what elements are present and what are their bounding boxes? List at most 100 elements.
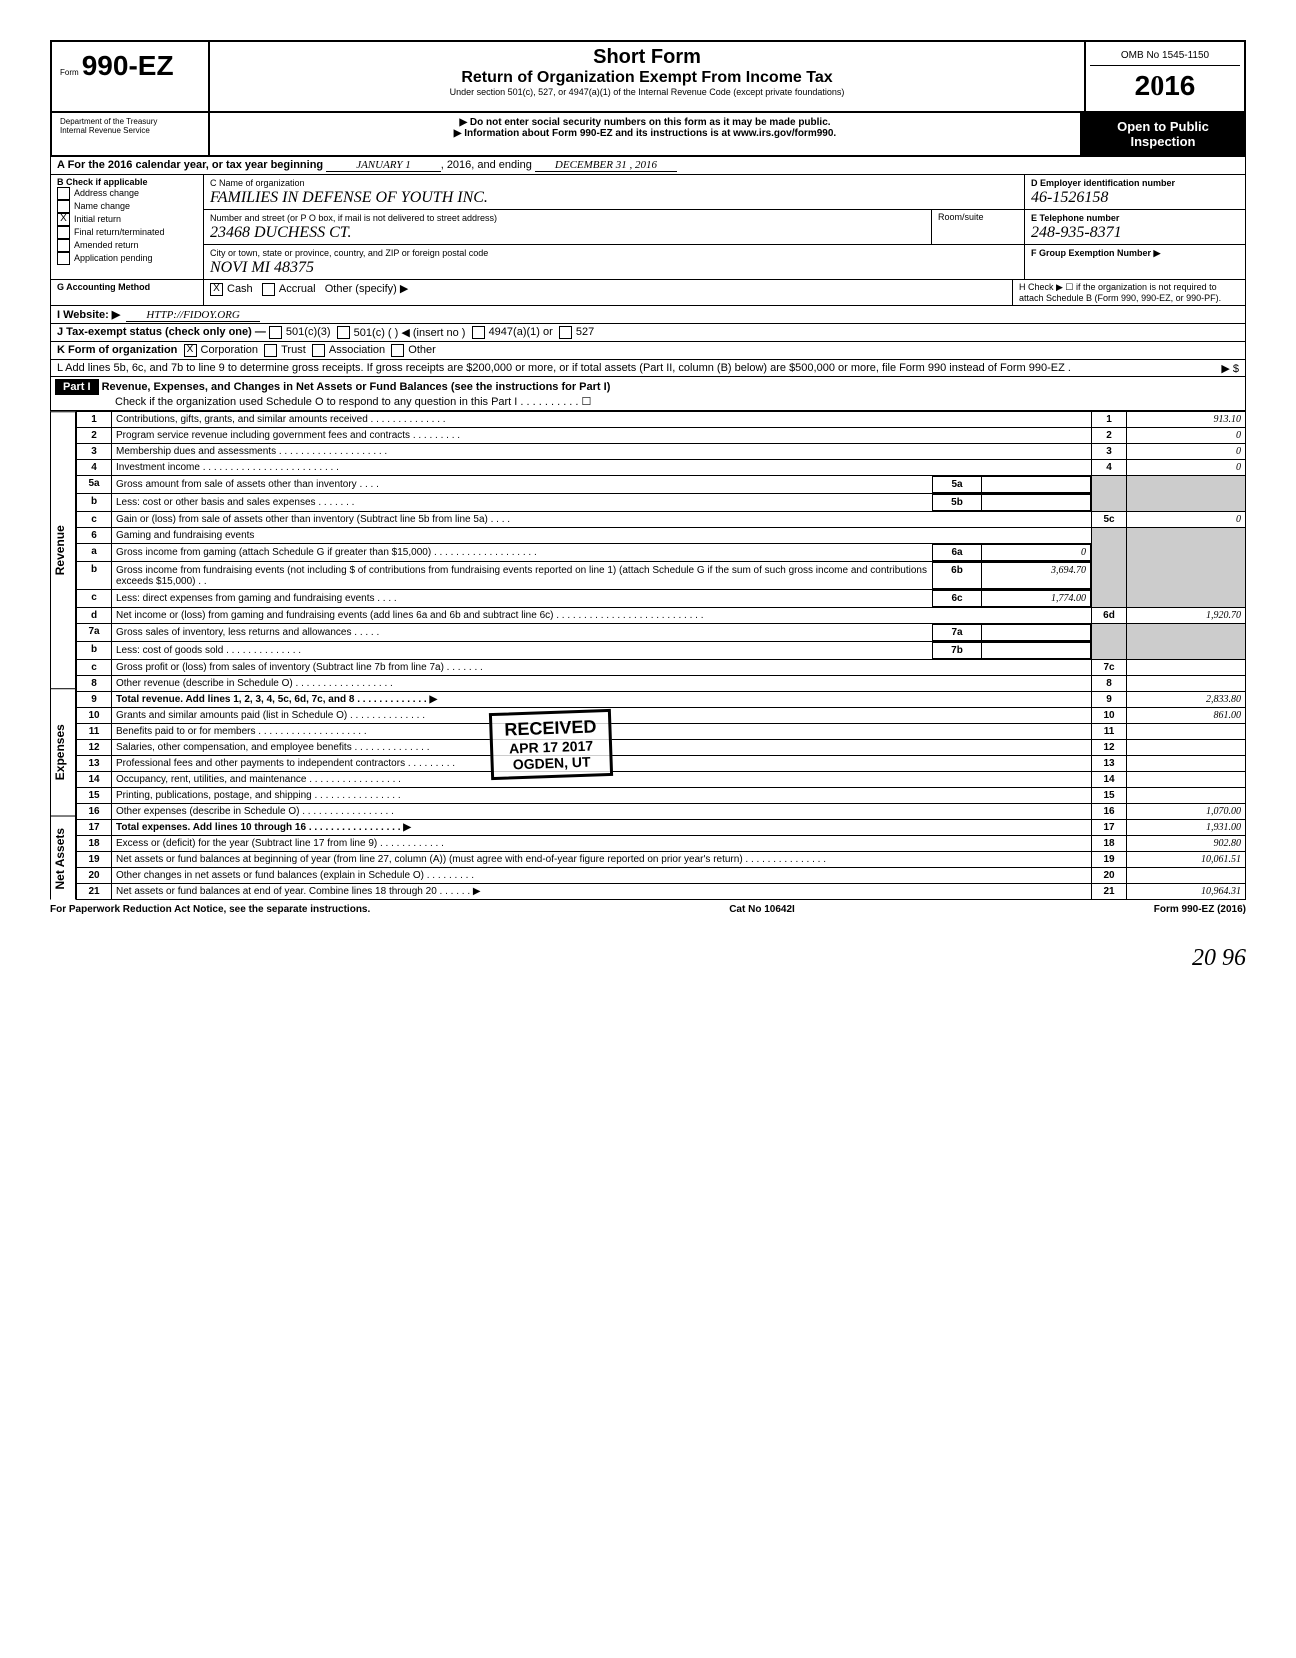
l7a-n: 7a [77,624,112,642]
k-opt-0: Corporation [201,344,258,357]
l7a-mamt [982,625,1091,641]
l7b-n: b [77,642,112,660]
l6a-n: a [77,544,112,562]
l21-box: 21 [1092,884,1127,900]
cb-other[interactable] [391,344,404,357]
l17-box: 17 [1092,820,1127,836]
l18-d: Excess or (deficit) for the year (Subtra… [112,836,1092,852]
cb-address[interactable] [57,187,70,200]
short-form: Short Form [218,46,1076,69]
l20-box: 20 [1092,868,1127,884]
part1-title: Revenue, Expenses, and Changes in Net As… [102,381,611,393]
section-b: B Check if applicable Address change Nam… [51,175,204,279]
l5c-box: 5c [1092,512,1127,528]
cb-assoc[interactable] [312,344,325,357]
subtitle: Under section 501(c), 527, or 4947(a)(1)… [218,87,1076,97]
vert-revenue: Revenue [50,411,76,688]
l17-n: 17 [77,820,112,836]
cb-501c3[interactable] [269,326,282,339]
i-label: I Website: ▶ [57,309,120,321]
row-i: I Website: ▶ HTTP://FIDOY.ORG [50,306,1246,324]
cb-trust[interactable] [264,344,277,357]
e-value: 248-935-8371 [1031,224,1122,241]
l6b-mbox: 6b [933,563,982,589]
cb-final[interactable] [57,226,70,239]
l11-n: 11 [77,724,112,740]
l5a-n: 5a [77,476,112,494]
bottom-note: 20 96 [50,945,1246,972]
l5b-mamt [982,495,1091,511]
l19-amt: 10,061.51 [1127,852,1246,868]
l3-d: Membership dues and assessments . . . . … [112,444,1092,460]
l5a-d: Gross amount from sale of assets other t… [112,477,933,493]
section-def: D Employer identification number 46-1526… [1024,175,1245,279]
cb-501c[interactable] [337,326,350,339]
k-label: K Form of organization [57,344,177,357]
l6-shade [1092,528,1127,608]
line-a-mid: , 2016, and ending [441,159,532,172]
d-value: 46-1526158 [1031,189,1108,206]
l16-box: 16 [1092,804,1127,820]
l6d-box: 6d [1092,608,1127,624]
part1-check: Check if the organization used Schedule … [55,396,591,408]
l6-n: 6 [77,528,112,544]
cb-accrual[interactable] [262,283,275,296]
l7c-n: c [77,660,112,676]
cb-pending[interactable] [57,252,70,265]
l-arrow: ▶ $ [1221,362,1239,375]
l17-d: Total expenses. Add lines 10 through 16 … [112,820,1092,836]
l7c-amt [1127,660,1246,676]
l20-d: Other changes in net assets or fund bala… [112,868,1092,884]
ssn-note: ▶ Do not enter social security numbers o… [214,117,1076,128]
f-label: F Group Exemption Number ▶ [1031,248,1160,258]
l5-shade2 [1127,476,1246,512]
org-city: NOVI MI 48375 [210,259,314,276]
l20-n: 20 [77,868,112,884]
l6c-n: c [77,590,112,608]
l6d-amt: 1,920.70 [1127,608,1246,624]
i-value: HTTP://FIDOY.ORG [126,309,259,322]
cb-corp[interactable]: X [184,344,197,357]
cb-4947[interactable] [472,326,485,339]
l9-box: 9 [1092,692,1127,708]
part1-header-row: Part I Revenue, Expenses, and Changes in… [50,377,1246,411]
l5-shade [1092,476,1127,512]
cb-amended[interactable] [57,239,70,252]
l12-n: 12 [77,740,112,756]
l7b-mamt [982,643,1091,659]
cb-initial[interactable]: X [57,213,70,226]
bcdef-block: B Check if applicable Address change Nam… [50,175,1246,280]
g-opts: XCash Accrual Other (specify) ▶ [204,280,1012,305]
l10-amt: 861.00 [1127,708,1246,724]
line-a-end: DECEMBER 31 , 2016 [535,159,677,172]
cb-name[interactable] [57,200,70,213]
l10-box: 10 [1092,708,1127,724]
l6a-d: Gross income from gaming (attach Schedul… [112,545,933,561]
l2-box: 2 [1092,428,1127,444]
l21-n: 21 [77,884,112,900]
year: 20201616 [1090,66,1240,107]
l5c-d: Gain or (loss) from sale of assets other… [112,512,1092,528]
title-box: Short Form Return of Organization Exempt… [210,42,1086,111]
l14-amt [1127,772,1246,788]
row-l: L Add lines 5b, 6c, and 7b to line 9 to … [50,360,1246,377]
open-public: Open to Public Inspection [1082,113,1244,155]
vert-expenses: Expenses [50,688,76,816]
l6d-n: d [77,608,112,624]
l9-d-text: Total revenue. Add lines 1, 2, 3, 4, 5c,… [116,694,437,705]
l13-box: 13 [1092,756,1127,772]
l6a-mbox: 6a [933,545,982,561]
l6c-mamt: 1,774.00 [982,591,1091,607]
form-number: 990-EZ [82,50,174,81]
room-label: Room/suite [931,210,1024,244]
l11-box: 11 [1092,724,1127,740]
l5a-mbox: 5a [933,477,982,493]
l17-amt: 1,931.00 [1127,820,1246,836]
g-label: G Accounting Method [51,280,204,305]
j-opt-3: 527 [576,326,594,339]
l-text: L Add lines 5b, 6c, and 7b to line 9 to … [57,362,1071,374]
form-label: Form [60,68,79,77]
l3-n: 3 [77,444,112,460]
cb-cash[interactable]: X [210,283,223,296]
cb-527[interactable] [559,326,572,339]
